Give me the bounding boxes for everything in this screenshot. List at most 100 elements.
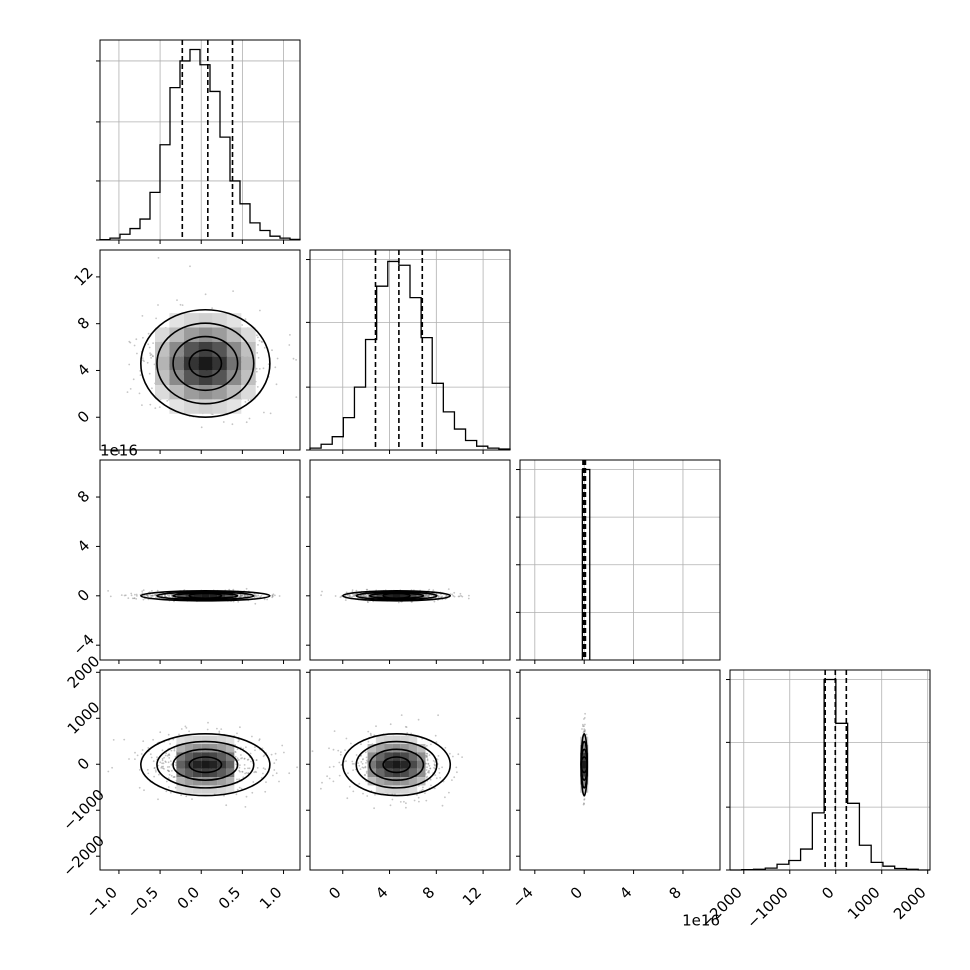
sample-point	[111, 766, 113, 769]
sample-point	[265, 781, 267, 783]
sample-point	[181, 304, 184, 306]
scatter-panel-2-3	[516, 669, 721, 874]
density-cell	[226, 760, 235, 769]
sample-point	[153, 767, 156, 770]
sample-point	[174, 764, 177, 766]
sample-point	[410, 601, 413, 603]
sample-point	[295, 359, 297, 361]
density-cell	[209, 735, 218, 745]
density-cell	[226, 341, 242, 357]
sample-point	[436, 758, 439, 761]
sample-point	[583, 798, 586, 800]
sample-point	[448, 791, 450, 794]
sample-point	[425, 596, 427, 598]
sample-point	[158, 773, 160, 776]
sample-point	[139, 374, 142, 376]
sample-point	[237, 759, 240, 761]
sample-point	[150, 756, 153, 759]
density-cell	[400, 777, 409, 786]
density-cell	[384, 735, 393, 745]
sample-point	[160, 595, 163, 597]
sample-point	[218, 732, 221, 734]
density-cell	[176, 768, 185, 778]
sample-point	[152, 355, 154, 358]
density-cell	[192, 760, 202, 769]
sample-point	[154, 407, 157, 409]
sample-point	[410, 732, 412, 735]
sample-point	[328, 766, 331, 768]
sample-point	[178, 733, 180, 736]
sample-point	[367, 593, 369, 596]
histogram-frame	[729, 669, 931, 871]
sample-point	[255, 594, 258, 597]
sample-point	[433, 600, 436, 603]
scatter-panel-0-1	[96, 249, 301, 454]
density-cell	[184, 768, 193, 778]
sample-point	[262, 767, 265, 770]
sample-point	[243, 758, 246, 760]
sample-point	[134, 751, 136, 754]
density-cell	[192, 735, 202, 745]
sample-point	[416, 794, 418, 796]
sample-point	[239, 595, 242, 597]
density-cell	[192, 785, 202, 794]
sample-point	[254, 746, 256, 748]
histogram-steps	[309, 260, 511, 450]
sample-point	[340, 764, 343, 766]
scatter-panel-1-3	[306, 669, 511, 874]
sample-point	[167, 594, 169, 596]
sample-point	[225, 804, 228, 807]
histogram-panel-0	[96, 39, 301, 244]
sample-point	[260, 777, 263, 779]
sample-point	[365, 756, 368, 759]
sample-point	[154, 594, 157, 596]
sample-point	[151, 595, 153, 597]
sample-point	[275, 772, 278, 775]
density-cell	[192, 744, 202, 753]
sample-point	[146, 768, 149, 771]
sample-point	[271, 595, 274, 598]
density-cell	[193, 591, 202, 600]
sample-point	[439, 776, 441, 779]
sample-point	[142, 589, 145, 592]
sample-point	[152, 738, 155, 741]
sample-point	[366, 588, 369, 591]
sample-point	[247, 758, 250, 761]
sample-point	[129, 388, 132, 390]
sample-point	[251, 735, 253, 738]
sample-point	[136, 352, 138, 355]
sample-point	[428, 595, 430, 598]
sample-point	[166, 766, 169, 768]
sample-point	[461, 756, 463, 758]
density-cell	[376, 591, 385, 600]
sample-point	[133, 344, 136, 347]
sample-point	[189, 265, 191, 268]
sample-point	[120, 594, 123, 596]
scatter-panel-0-3	[96, 669, 301, 874]
sample-point	[242, 747, 245, 750]
sample-point	[350, 742, 352, 745]
sample-point	[153, 767, 156, 769]
sample-point	[236, 757, 239, 760]
density-cell	[183, 341, 199, 357]
sample-point	[170, 749, 173, 752]
histogram-steps	[99, 48, 301, 241]
sample-point	[447, 588, 450, 590]
sample-point	[363, 595, 366, 598]
density-cell	[184, 744, 193, 753]
density-cell	[226, 370, 242, 386]
density-cell	[183, 370, 199, 386]
sample-point	[352, 790, 355, 793]
contour-line	[140, 590, 271, 602]
density-cell	[209, 785, 218, 794]
sample-point	[337, 749, 340, 752]
sample-point	[152, 760, 155, 763]
sample-point	[257, 336, 259, 339]
sample-point	[133, 597, 136, 599]
sample-point	[281, 744, 284, 747]
sample-point	[247, 772, 250, 775]
density-cell	[154, 356, 170, 371]
sample-point	[138, 786, 141, 789]
sample-point	[361, 766, 364, 769]
sample-point	[437, 594, 440, 597]
